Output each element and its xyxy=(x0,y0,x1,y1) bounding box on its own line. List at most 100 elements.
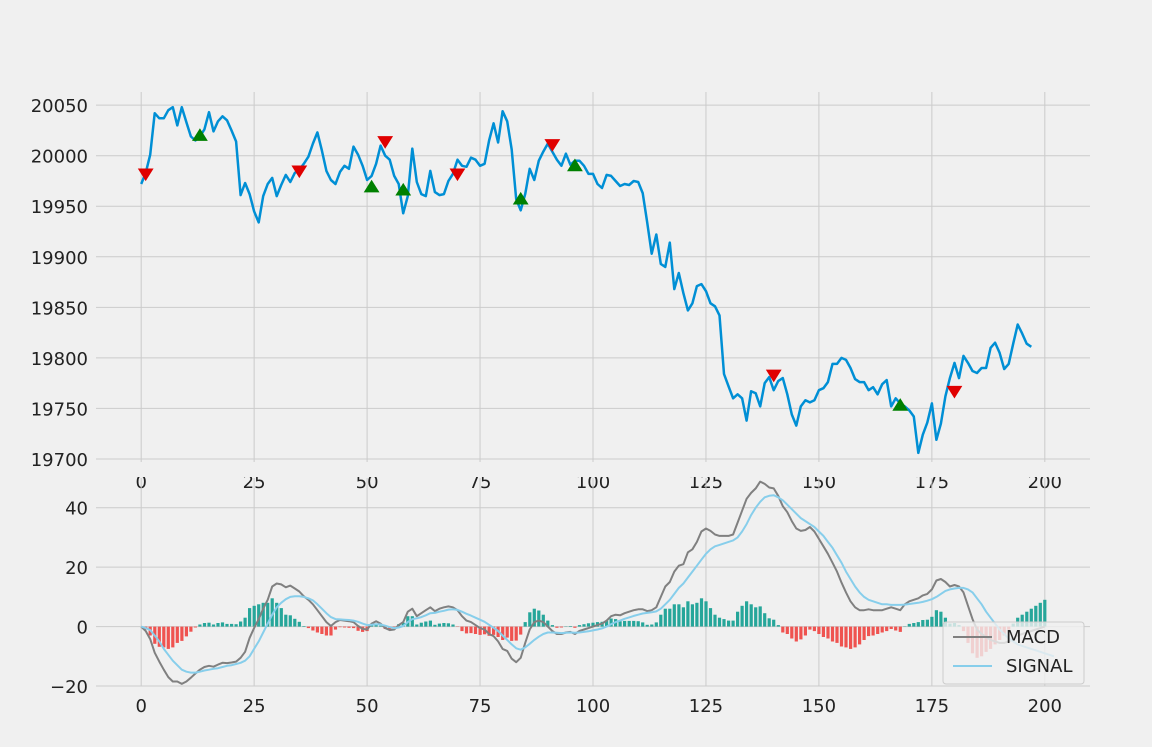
histogram-bar xyxy=(736,611,740,627)
histogram-bar xyxy=(352,626,356,629)
price-y-tick-label: 19750 xyxy=(31,399,88,420)
histogram-bar xyxy=(582,624,586,627)
histogram-bar xyxy=(356,626,360,631)
histogram-bar xyxy=(415,624,419,627)
histogram-bar xyxy=(568,626,572,627)
histogram-bar xyxy=(681,607,685,627)
histogram-bar xyxy=(537,610,541,627)
histogram-bar xyxy=(776,625,780,627)
histogram-bar xyxy=(514,626,518,641)
histogram-bar xyxy=(433,624,437,627)
histogram-bar xyxy=(772,619,776,627)
histogram-bar xyxy=(867,626,871,637)
histogram-bar xyxy=(781,626,785,633)
buy-marker xyxy=(395,182,412,196)
histogram-bar xyxy=(541,614,545,627)
histogram-bar xyxy=(632,620,636,627)
histogram-bar xyxy=(279,608,283,627)
histogram-bar xyxy=(808,626,812,630)
histogram-bar xyxy=(320,626,324,634)
histogram-bar xyxy=(469,626,473,634)
histogram-bar xyxy=(270,598,274,627)
histogram-bar xyxy=(202,623,207,627)
histogram-bar xyxy=(609,618,613,627)
histogram-bar xyxy=(550,625,554,627)
histogram-bar xyxy=(478,626,482,635)
price-grid xyxy=(96,92,1090,462)
histogram-bar xyxy=(519,626,523,635)
histogram-bar xyxy=(577,625,582,627)
histogram-bar xyxy=(211,624,216,627)
histogram-bar xyxy=(284,614,288,627)
histogram-bar xyxy=(690,604,694,627)
histogram-bar xyxy=(668,608,672,627)
histogram-bar xyxy=(636,621,640,627)
histogram-bar xyxy=(510,626,514,641)
histogram-bar xyxy=(894,626,898,631)
histogram-bar xyxy=(853,626,857,648)
histogram-bar xyxy=(686,601,690,627)
histogram-bar xyxy=(324,626,328,636)
histogram-bar xyxy=(785,626,789,634)
histogram-bar xyxy=(727,620,731,627)
histogram-bar xyxy=(234,624,238,627)
histogram-bar xyxy=(180,626,184,641)
histogram-bar xyxy=(261,602,265,627)
price-y-tick-label: 19950 xyxy=(31,197,88,218)
histogram-bar xyxy=(871,626,875,636)
histogram-bar xyxy=(239,621,243,627)
histogram-bar xyxy=(749,604,753,627)
histogram-bar xyxy=(921,620,925,627)
histogram-bar xyxy=(925,619,929,627)
histogram-bar xyxy=(1020,614,1024,627)
histogram-bar xyxy=(379,625,383,627)
macd-x-tick-labels: 0 25 50 75 100 125 150 175 200 xyxy=(135,696,1062,717)
histogram-bar xyxy=(275,602,279,627)
histogram-bar xyxy=(297,621,301,627)
histogram-bar xyxy=(220,622,225,627)
histogram-bar xyxy=(446,623,450,627)
price-y-tick-labels: 19700 19750 19800 19850 19900 19950 20000 20050 xyxy=(31,96,88,471)
histogram-bar xyxy=(708,608,713,627)
histogram-bar xyxy=(288,615,292,627)
histogram-bar xyxy=(248,608,252,627)
histogram-bar xyxy=(799,626,803,640)
histogram-bar xyxy=(184,626,188,637)
histogram-bar xyxy=(333,626,338,630)
histogram-bar xyxy=(257,604,261,627)
histogram-bar xyxy=(243,617,247,627)
histogram-bar xyxy=(839,626,844,647)
sell-marker xyxy=(946,385,963,399)
histogram-bar xyxy=(171,626,175,648)
histogram-bar xyxy=(1025,611,1029,627)
histogram-bar xyxy=(641,622,645,627)
histogram-bar xyxy=(740,605,744,627)
histogram-bar xyxy=(591,622,595,627)
buy-markers xyxy=(192,128,909,411)
histogram-bar xyxy=(713,614,717,627)
histogram-bar xyxy=(654,622,658,627)
histogram-bar xyxy=(605,620,609,627)
histogram-bar xyxy=(555,626,559,628)
panel-separator xyxy=(0,467,1152,477)
histogram-bar xyxy=(830,626,835,642)
histogram-bar xyxy=(862,626,866,640)
histogram-bar xyxy=(347,626,351,628)
histogram-bar xyxy=(627,620,631,627)
histogram-bar xyxy=(315,626,319,633)
sell-marker xyxy=(137,168,154,182)
histogram-bar xyxy=(225,623,229,627)
histogram-bar xyxy=(1029,608,1033,627)
histogram-bar xyxy=(880,626,884,633)
sell-marker xyxy=(544,139,561,152)
buy-marker xyxy=(192,128,208,141)
histogram-bar xyxy=(419,622,423,627)
histogram-bar xyxy=(835,626,839,643)
histogram-bar xyxy=(1038,602,1042,627)
price-line xyxy=(140,105,1032,455)
histogram-bar xyxy=(442,623,446,627)
histogram-bar xyxy=(794,626,798,642)
histogram-bar xyxy=(207,622,211,627)
histogram-bar xyxy=(790,626,794,639)
macd-x-tick-label: 175 xyxy=(915,696,949,717)
